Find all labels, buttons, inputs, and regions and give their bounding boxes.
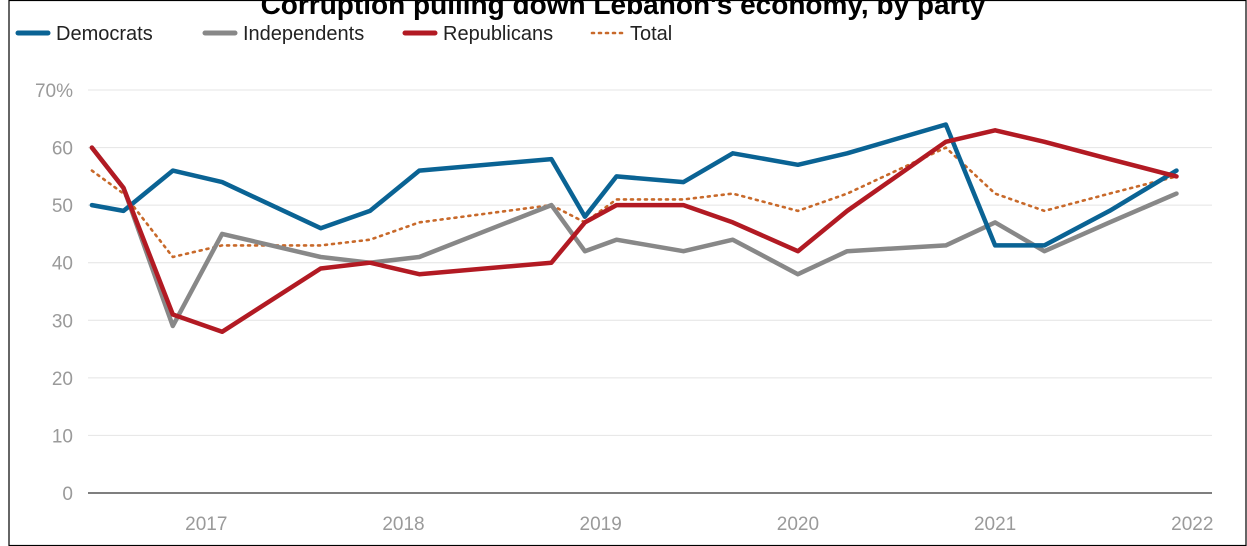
- x-tick-label: 2018: [382, 514, 424, 535]
- y-tick-label: 60: [52, 139, 73, 160]
- x-tick-label: 2020: [777, 514, 819, 535]
- y-tick-label: 40: [52, 254, 73, 275]
- y-tick-label: 0: [62, 484, 73, 505]
- y-tick-label: 50: [52, 196, 73, 217]
- chart-title: Corruption pulling down Lebanon's econom…: [261, 0, 986, 20]
- series-line-republicans: [89, 128, 1179, 335]
- x-axis-tick-labels: 2017 2018 2019 2020 2021 2022: [185, 514, 1213, 535]
- series-line-independents: [89, 145, 1179, 329]
- legend: Democrats Independents Republicans Total: [15, 23, 672, 45]
- legend-label-independents: Independents: [243, 23, 364, 45]
- y-tick-label: 10: [52, 426, 73, 447]
- chart-border: [8, 0, 1247, 546]
- x-tick-label: 2021: [974, 514, 1016, 535]
- y-axis-tick-labels: 0 10 20 30 40 50 60 70%: [35, 81, 73, 505]
- series-lines: [89, 122, 1179, 335]
- legend-label-republicans: Republicans: [443, 23, 553, 45]
- y-tick-label: 30: [52, 311, 73, 332]
- y-tick-label: 70%: [35, 81, 73, 102]
- x-tick-label: 2017: [185, 514, 227, 535]
- series-line-total: [90, 146, 1178, 259]
- x-tick-label: 2022: [1171, 514, 1213, 535]
- legend-label-total: Total: [630, 23, 672, 45]
- series-line-democrats: [89, 122, 1179, 248]
- y-tick-label: 20: [52, 369, 73, 390]
- legend-label-democrats: Democrats: [56, 23, 153, 45]
- x-tick-label: 2019: [580, 514, 622, 535]
